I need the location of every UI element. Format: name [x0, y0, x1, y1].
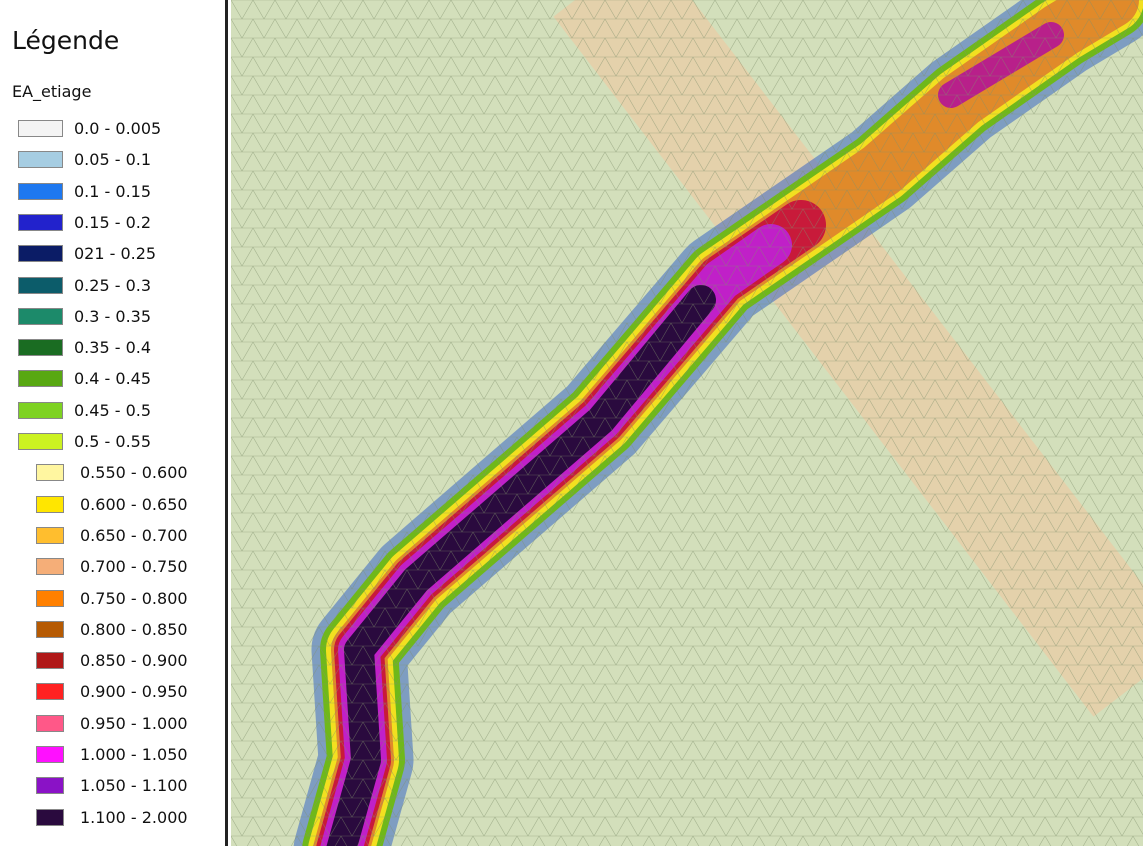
legend-swatch — [36, 590, 64, 607]
legend-label: 0.25 - 0.3 — [74, 276, 151, 295]
legend-swatch — [36, 464, 64, 481]
legend-label: 0.950 - 1.000 — [80, 714, 188, 733]
legend-label: 0.850 - 0.900 — [80, 651, 188, 670]
page: Légende EA_etiage 0.0 - 0.005 0.05 - 0.1 0… — [0, 0, 1143, 846]
legend-label: 0.700 - 0.750 — [80, 557, 188, 576]
legend-swatch — [18, 402, 63, 419]
legend-label: 0.0 - 0.005 — [74, 119, 161, 138]
legend-label: 0.35 - 0.4 — [74, 338, 151, 357]
legend-label: 021 - 0.25 — [74, 244, 156, 263]
legend-label: 0.3 - 0.35 — [74, 307, 151, 326]
legend-swatch — [18, 277, 63, 294]
legend-swatch — [18, 120, 63, 137]
legend-label: 1.000 - 1.050 — [80, 745, 188, 764]
legend-swatch — [36, 558, 64, 575]
legend-swatch — [18, 214, 63, 231]
legend-label: 0.900 - 0.950 — [80, 682, 188, 701]
legend-label: 0.45 - 0.5 — [74, 401, 151, 420]
legend-swatch — [36, 809, 64, 826]
legend-swatch — [36, 652, 64, 669]
legend-title: Légende — [12, 26, 119, 55]
legend-label: 0.5 - 0.55 — [74, 432, 151, 451]
legend-label: 0.4 - 0.45 — [74, 369, 151, 388]
mesh — [231, 0, 1143, 846]
legend-swatch — [18, 151, 63, 168]
legend-label: 0.15 - 0.2 — [74, 213, 151, 232]
legend-swatch — [18, 339, 63, 356]
legend-label: 0.550 - 0.600 — [80, 463, 188, 482]
legend-panel: Légende EA_etiage 0.0 - 0.005 0.05 - 0.1 0… — [0, 0, 228, 846]
legend-swatch — [36, 683, 64, 700]
legend-swatch — [36, 777, 64, 794]
legend-swatch — [18, 433, 63, 450]
legend-swatch — [36, 746, 64, 763]
legend-label: 0.800 - 0.850 — [80, 620, 188, 639]
legend-swatch — [18, 183, 63, 200]
legend-swatch — [18, 308, 63, 325]
legend-swatch — [36, 496, 64, 513]
legend-label: 1.050 - 1.100 — [80, 776, 188, 795]
map — [231, 0, 1143, 846]
legend-label: 0.600 - 0.650 — [80, 495, 188, 514]
legend-label: 0.650 - 0.700 — [80, 526, 188, 545]
legend-label: 0.05 - 0.1 — [74, 150, 151, 169]
legend-swatch — [18, 245, 63, 262]
legend-swatch — [36, 621, 64, 638]
layer-name: EA_etiage — [12, 82, 91, 101]
legend-label: 1.100 - 2.000 — [80, 808, 188, 827]
legend-swatch — [36, 715, 64, 732]
legend-label: 0.1 - 0.15 — [74, 182, 151, 201]
legend-label: 0.750 - 0.800 — [80, 589, 188, 608]
legend-swatch — [36, 527, 64, 544]
legend-swatch — [18, 370, 63, 387]
